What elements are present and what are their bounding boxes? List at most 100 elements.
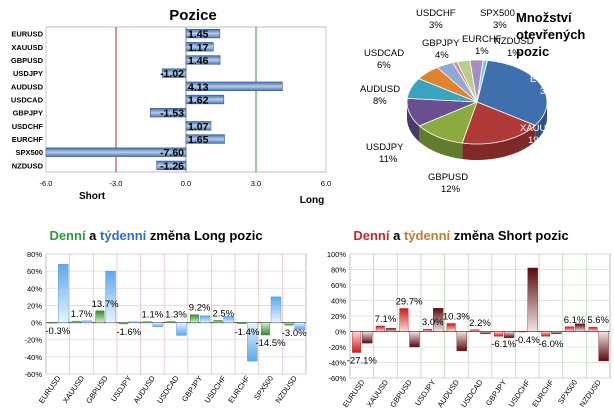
y-tick-label: 20% (27, 301, 42, 310)
slice-percent: 1% (507, 48, 521, 59)
pie-slice (461, 101, 536, 145)
title-part: změna Long pozic (146, 228, 262, 243)
slice-label: NZDUSD (494, 36, 534, 47)
pie-title-line: pozic (516, 44, 549, 59)
y-tick-label: -60% (24, 370, 42, 379)
y-tick-label: -60% (328, 374, 346, 383)
positions-chart: Pozice -6.0 -3.0 0.0 3.0 6.0 Short Long EURUSD 1.… (11, 7, 331, 206)
category-label: NZDUSD (12, 161, 44, 170)
category-label: USDJPY (109, 374, 133, 403)
y-tick-label: -40% (24, 353, 42, 362)
category-label: NZDUSD (274, 374, 300, 405)
position-bar (150, 108, 187, 118)
position-bar (185, 134, 225, 144)
slice-label: SPX500 (480, 8, 515, 19)
slice-label: EURCHF (462, 34, 502, 45)
value-label: 1.45 (188, 29, 209, 41)
weekly-change-bar (362, 331, 373, 344)
category-label: GBPUSD (11, 56, 44, 65)
value-label: -1.26 (160, 160, 184, 172)
category-label: EURCHF (12, 135, 44, 144)
y-tick-label: 100% (327, 250, 347, 259)
slice-label: XAUUSD (520, 123, 560, 134)
pie-title-line: Množství (516, 10, 572, 25)
data-label: 1.7% (71, 309, 93, 320)
weekly-change-bar (247, 322, 258, 362)
weekly-change-bar (105, 270, 116, 323)
category-label: USDCHF (12, 122, 44, 131)
daily-change-bar (142, 321, 152, 323)
pie-slice-side (407, 102, 420, 142)
title-part: a (389, 228, 403, 243)
slice-percent: 11% (379, 154, 398, 165)
data-label: 1.1% (142, 310, 164, 321)
category-label: EURCHF (226, 374, 252, 405)
slice-percent: 6% (377, 60, 391, 71)
daily-change-bar (446, 323, 456, 332)
position-bar (185, 94, 225, 105)
pie-slice (476, 59, 488, 103)
slice-percent: 8% (373, 96, 387, 107)
slice-label: USDCHF (416, 8, 456, 19)
category-label: SPX500 (252, 374, 275, 402)
y-tick-label: -20% (24, 336, 42, 345)
category-label: USDJPY (13, 69, 43, 78)
slice-percent: 3% (429, 20, 443, 31)
position-bar (185, 55, 221, 65)
daily-change-bar (284, 322, 294, 326)
data-label: -0.3% (45, 326, 70, 337)
y-tick-label: 0% (31, 319, 42, 328)
chart-title: Denní a týdenní změna Long pozic (49, 228, 262, 243)
daily-change-bar (564, 326, 574, 332)
category-label: USDCHF (507, 378, 533, 409)
pie-slice-side (462, 125, 536, 160)
category-label: EURUSD (11, 30, 43, 39)
title-part: a (86, 228, 100, 243)
y-tick-label: 40% (27, 284, 42, 293)
category-label: GBPJPY (13, 109, 43, 118)
position-bar (156, 160, 187, 171)
slice-percent: 12% (441, 184, 461, 195)
category-label: XAUUSD (11, 43, 43, 52)
data-label: 7.1% (375, 314, 397, 325)
position-bar (185, 28, 221, 39)
slice-label: GBPJPY (422, 38, 460, 49)
pie-title-line: otevřených (516, 27, 585, 42)
daily-change-bar (588, 326, 598, 332)
long-change-chart: Denní a týdenní změna Long pozic 80% 60% 40… (24, 228, 307, 406)
data-label: -1.6% (116, 327, 141, 338)
category-label: USDJPY (413, 378, 437, 407)
category-label: SPX500 (15, 148, 43, 157)
y-tick-label: 80% (331, 266, 346, 275)
y-tick-label: 20% (331, 312, 346, 321)
value-label: -7.60 (160, 147, 184, 159)
plot-area (45, 253, 307, 375)
category-label: NZDUSD (578, 378, 604, 409)
short-change-chart: Denní a týdenní změna Short pozic 100% 80%… (327, 228, 611, 410)
daily-change-bar (189, 314, 199, 323)
daily-change-bar (541, 331, 551, 337)
category-label: AUDUSD (11, 82, 44, 91)
data-label: -14.5% (255, 338, 286, 349)
chart-title: Pozice (169, 7, 217, 24)
weekly-change-bar (527, 267, 538, 332)
weekly-change-bar (81, 320, 93, 323)
weekly-change-bar (409, 331, 420, 348)
position-bar (185, 121, 212, 131)
short-label: Short (79, 191, 106, 202)
category-label: GBPJPY (180, 374, 204, 403)
slice-label: AUDUSD (360, 84, 400, 95)
pie-slice (418, 101, 478, 144)
category-label: AUDUSD (131, 374, 157, 406)
pie-slice-side (535, 102, 547, 142)
weekly-change-bar (385, 328, 397, 332)
weekly-change-bar (503, 331, 515, 338)
weekly-change-bar (551, 331, 562, 335)
daily-change-bar (470, 329, 480, 332)
y-tick-label: 40% (331, 297, 346, 306)
daily-change-bar (71, 320, 81, 323)
category-label: USDCAD (459, 378, 485, 410)
x-tick-label: -3.0 (110, 179, 123, 188)
weekly-change-bar (128, 321, 140, 323)
